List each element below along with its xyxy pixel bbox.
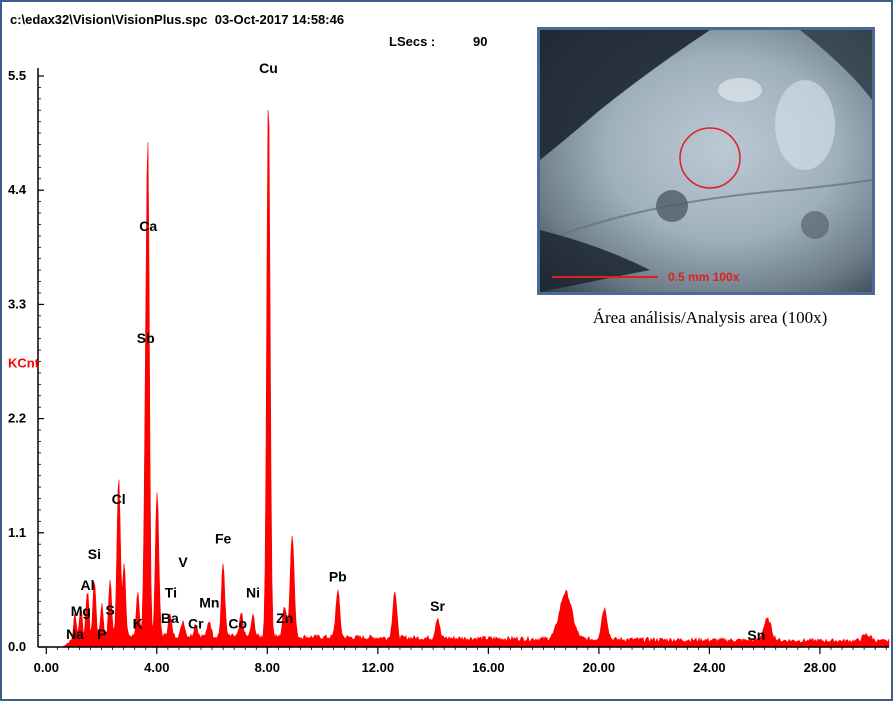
peak-label-al: Al [80,577,94,593]
peak-label-zn: Zn [276,610,293,626]
y-axis-label: KCnt [8,356,40,371]
x-tick-label: 16.00 [472,660,505,675]
peak-label-sr: Sr [430,598,445,614]
peak-label-v: V [178,554,188,570]
photo-caption: Área análisis/Analysis area (100x) [592,308,828,327]
lsecs-value: 90 [473,34,488,49]
peak-label-fe: Fe [215,530,232,546]
y-tick-label: 2.2 [8,411,26,426]
peak-label-k: K [133,615,143,631]
x-tick-label: 12.00 [362,660,395,675]
peak-label-pb: Pb [329,569,347,585]
peak-label-sb: Sb [137,330,155,346]
scale-label: 0.5 mm 100x [668,270,740,284]
file-info: c:\edax32\Vision\VisionPlus.spc 03-Oct-2… [10,12,345,27]
x-tick-label: 28.00 [804,660,837,675]
x-tick-label: 8.00 [255,660,280,675]
analysis-area-photo: 0.5 mm 100x [537,27,875,295]
peak-label-cu: Cu [259,60,278,76]
peak-label-mg: Mg [71,603,91,619]
peak-label-s: S [105,602,114,618]
y-tick-label: 4.4 [8,182,27,197]
x-tick-label: 4.00 [144,660,169,675]
analysis-circle [679,127,741,189]
peak-label-ca: Ca [139,218,157,234]
peak-label-co: Co [228,615,247,631]
peak-label-ni: Ni [246,584,260,600]
y-tick-label: 0.0 [8,639,26,654]
y-tick-label: 1.1 [8,525,26,540]
peak-label-ti: Ti [165,584,177,600]
peak-label-sn: Sn [747,627,765,643]
spectrum-series [62,109,890,648]
x-tick-label: 24.00 [693,660,726,675]
y-tick-label: 3.3 [8,296,26,311]
lsecs-label: LSecs : [389,34,436,49]
peak-label-cl: Cl [112,491,126,507]
peak-label-na: Na [66,626,84,642]
peak-label-p: P [97,626,106,642]
peak-label-si: Si [88,546,101,562]
peak-label-cr: Cr [188,615,204,631]
peak-label-mn: Mn [199,595,219,611]
x-tick-label: 0.00 [34,660,59,675]
x-tick-label: 20.00 [583,660,616,675]
peak-label-ba: Ba [161,610,179,626]
y-tick-label: 5.5 [8,68,26,83]
